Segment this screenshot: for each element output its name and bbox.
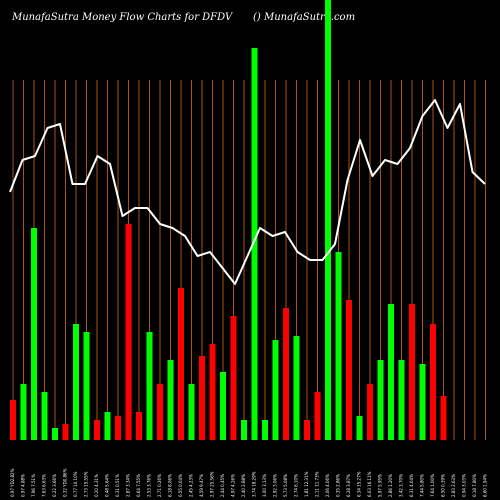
money-flow-bar	[314, 392, 321, 440]
money-flow-bar	[31, 228, 37, 440]
money-flow-bar	[52, 428, 58, 440]
x-tick-label: 0.35 2.86%	[336, 474, 341, 497]
money-flow-bar	[367, 384, 373, 440]
money-flow-bar	[157, 384, 163, 440]
money-flow-bar	[304, 420, 310, 440]
money-flow-bar	[188, 384, 195, 440]
x-tick-label: 0.18 7.80%	[472, 474, 477, 497]
money-flow-bar	[430, 324, 436, 440]
money-flow-bar	[241, 420, 247, 440]
x-tick-label: 3.00 3.13%	[262, 474, 267, 497]
x-tick-label: 3.42 3.70%	[399, 474, 404, 497]
money-flow-bar	[178, 288, 184, 440]
money-flow-bar	[62, 424, 69, 440]
money-flow-bar	[10, 400, 16, 440]
x-tick-label: 2.74 6.10%	[294, 474, 299, 497]
x-tick-label: 2.86 1.20%	[388, 474, 393, 497]
money-flow-bar	[209, 344, 216, 440]
x-tick-label: 0.20 4.31%	[94, 474, 99, 497]
x-tick-label: 0.22 3.66%	[52, 474, 57, 497]
x-tick-label: 4.97 4.26%	[231, 474, 236, 497]
money-flow-bar	[440, 396, 447, 440]
money-flow-bar	[283, 308, 289, 440]
x-tick-label: 6.34 15.27%	[357, 471, 362, 497]
money-flow-bar	[262, 420, 268, 440]
money-flow-bar	[409, 304, 415, 440]
money-flow-bar	[251, 48, 258, 440]
money-flow-bar	[115, 416, 121, 440]
x-tick-label: 7.64 1.00%	[430, 474, 435, 497]
x-tick-label: 0.94 3.03%	[462, 474, 467, 497]
money-flow-line-series	[9, 99, 486, 285]
x-tick-label: 7.44 5.80%	[420, 474, 425, 497]
money-flow-bar	[41, 392, 48, 440]
site-credit: () MunafaSutra.com	[253, 12, 356, 23]
money-flow-bar	[335, 252, 342, 440]
money-flow-bar	[272, 340, 279, 440]
x-tick-label: 7.63 6.63%	[42, 474, 47, 497]
x-tick-label: 2.06 4.06%	[325, 474, 330, 497]
x-tick-label: 2.87 3.34%	[126, 474, 131, 497]
x-tick-label: 0.48 5.64%	[105, 474, 110, 497]
x-tick-label: 6.03 16.11%	[367, 471, 372, 497]
money-flow-bar	[293, 336, 300, 440]
x-tick-label: 1.81 12.31%	[304, 471, 309, 497]
x-tick-label: 5.97 5.95%	[378, 474, 383, 497]
x-tick-label: 2.92 3.06%	[273, 474, 278, 497]
money-flow-bar	[388, 304, 394, 440]
x-tick-label: 2.53 3.76%	[147, 474, 152, 497]
x-tick-label: 0.97 4.88%	[21, 474, 26, 497]
x-tick-label: 2.73 15.55%	[84, 471, 89, 497]
money-flow-bar	[356, 416, 363, 440]
x-tick-labels: 0.97 YD2.82% 0.97 4.88% 7.96 7.51% 7.63 6.6…	[10, 468, 488, 497]
x-tick-label: 0.31 0.51%	[115, 474, 120, 497]
x-tick-label: 6.31 4.04%	[409, 474, 414, 497]
x-tick-label: 2.83 2.63%	[451, 474, 456, 497]
x-tick-label: 0.77 10.10%	[73, 471, 78, 497]
money-flow-bar	[20, 384, 27, 440]
x-tick-label: 5.73 5.08%	[283, 474, 288, 497]
x-tick-label: 2.45 4.23%	[189, 474, 194, 497]
x-tick-label: 0.97 YD2.82%	[10, 468, 15, 497]
money-flow-bar	[377, 360, 384, 440]
money-flow-bar	[325, 0, 331, 440]
x-tick-label: 7.96 7.51%	[31, 474, 36, 497]
money-flow-line	[9, 99, 486, 285]
x-tick-label: 6.28 3.87%	[346, 474, 351, 497]
money-flow-bar	[94, 420, 100, 440]
x-tick-label: 2.97 25.56%	[210, 471, 215, 497]
x-tick-label: 2.44 0.45%	[220, 474, 225, 497]
x-tick-label: 0.64 7.55%	[136, 474, 141, 497]
money-flow-bar	[83, 332, 90, 440]
money-flow-bar	[73, 324, 79, 440]
money-flow-bar	[346, 300, 352, 440]
money-flow-bar	[199, 356, 205, 440]
x-tick-label: 4.59 9.47%	[199, 474, 204, 497]
money-flow-bar	[167, 360, 174, 440]
x-tick-label: 6.18 8.06%	[168, 474, 173, 497]
x-tick-label: 6.60 1.94%	[483, 474, 488, 497]
money-flow-bar	[220, 372, 226, 440]
x-tick-label: 2.71 0.26%	[157, 474, 162, 497]
money-flow-bar	[125, 224, 132, 440]
money-flow-bar	[419, 364, 426, 440]
x-tick-label: 0.32 YD0.86%	[63, 468, 68, 497]
money-flow-bar	[398, 360, 405, 440]
chart-title: MunafaSutra Money Flow Charts for DFDV	[12, 12, 233, 23]
money-flow-bar	[104, 412, 111, 440]
money-flow-bar	[136, 412, 142, 440]
money-flow-bar	[230, 316, 237, 440]
x-tick-label: 2.40 2.88%	[241, 474, 246, 497]
bar-series	[10, 0, 447, 440]
x-tick-label: 3.74 18.29%	[252, 471, 257, 497]
x-tick-label: 2.11 11.73%	[315, 471, 320, 497]
x-tick-label: 6.50 0.39%	[441, 474, 446, 497]
money-flow-bar	[146, 332, 153, 440]
x-tick-label: 0.55 0.04%	[178, 474, 183, 497]
